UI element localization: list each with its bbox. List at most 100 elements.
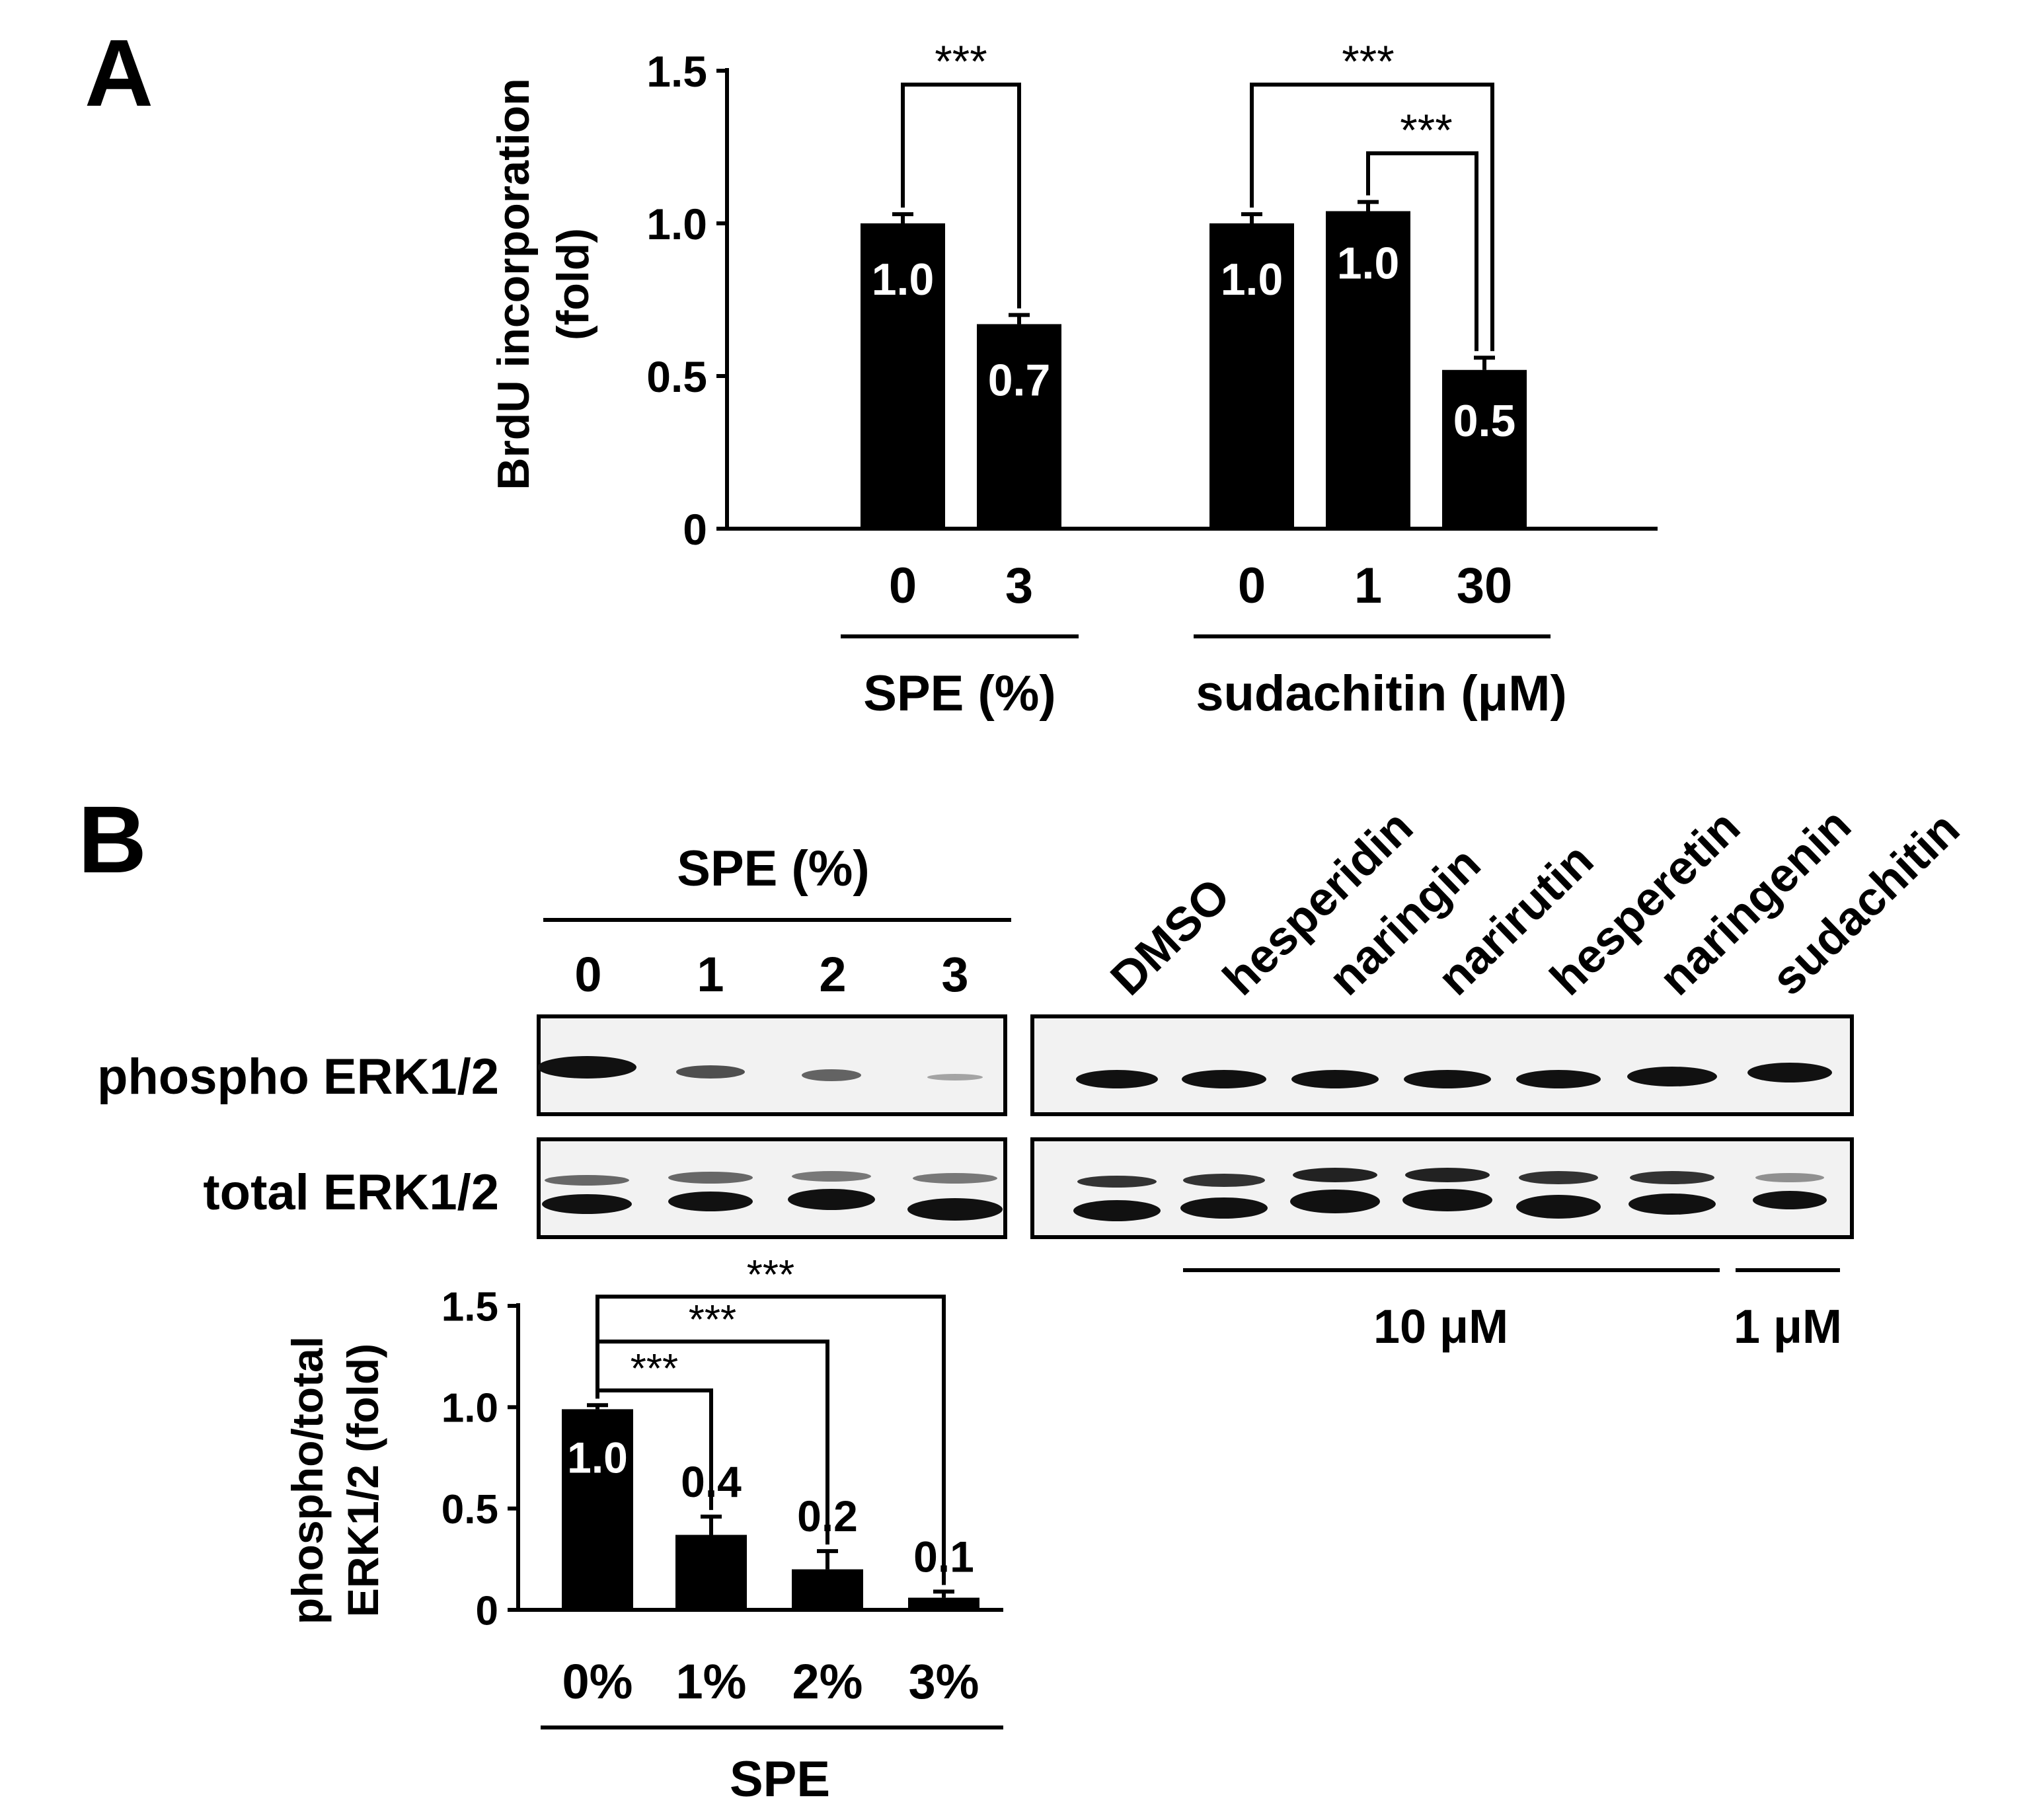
significance-bracket: [1366, 151, 1478, 352]
blot-band: [1627, 1067, 1717, 1086]
blot-band: [1630, 1171, 1714, 1184]
x-tick-label: 0: [889, 558, 917, 614]
blot-band: [907, 1198, 1003, 1221]
x-tick-label: 0%: [562, 1654, 633, 1709]
blot-band: [1290, 1190, 1380, 1213]
blot-band: [1180, 1197, 1268, 1219]
chart-b: 00.51.01.51.00%0.41%0.22%0.13%*********: [441, 1252, 1003, 1709]
significance-label: ***: [1342, 36, 1394, 87]
bar: [861, 223, 945, 529]
chart-a-ylabel-line1: BrdU incorporation: [488, 78, 539, 490]
significance-label: ***: [689, 1297, 736, 1343]
blot-band: [1402, 1189, 1492, 1211]
y-tick-label: 1.5: [646, 47, 707, 96]
data-label: 0.7: [988, 355, 1051, 405]
y-tick-label: 0: [476, 1588, 498, 1634]
data-label: 1.0: [567, 1433, 628, 1482]
blot-row-label-total: total ERK1/2: [203, 1164, 499, 1221]
y-tick-label: 0: [683, 505, 707, 554]
chart-b-ylabel-line2: ERK1/2 (fold): [338, 1344, 387, 1617]
y-tick-label: 1.5: [441, 1284, 498, 1330]
blot-band: [537, 1056, 636, 1079]
compound-label: DMSO: [1101, 868, 1241, 1006]
chart-a-ylabel-line2: (fold): [548, 228, 598, 340]
bar: [1326, 211, 1410, 529]
y-tick-label: 1.0: [441, 1386, 498, 1431]
blot-band: [1073, 1200, 1161, 1221]
blot-band: [668, 1192, 753, 1211]
x-tick-label: 0: [1238, 558, 1266, 614]
blot-header-spe: SPE (%): [677, 841, 869, 897]
x-tick-label: 1: [1354, 558, 1382, 614]
bar: [977, 324, 1061, 529]
blot-band: [1293, 1168, 1377, 1182]
blot-box-total-left: [537, 1137, 1007, 1239]
data-label: 0.5: [1453, 396, 1516, 446]
bar: [1442, 369, 1527, 529]
significance-label: ***: [747, 1252, 794, 1298]
significance-bracket: [1250, 83, 1494, 352]
significance-label: ***: [1400, 105, 1452, 155]
significance-bracket: [901, 83, 1021, 309]
x-tick-label: 3: [1005, 558, 1033, 614]
chart-a: 00.51.01.51.000.731.001.010.530*** ******: [646, 36, 1658, 614]
blot-band: [1404, 1070, 1491, 1088]
blot-box-total-right: [1030, 1137, 1854, 1239]
y-tick-label: 1.0: [646, 200, 707, 248]
blot-band: [1183, 1174, 1265, 1187]
conc-label-10um: 10 μM: [1373, 1301, 1508, 1353]
conc-label-1um: 1 μM: [1734, 1301, 1842, 1353]
bar: [792, 1569, 863, 1610]
x-tick-label: 30: [1457, 558, 1513, 614]
blot-box-phospho-right: [1030, 1014, 1854, 1116]
blot-row-label-phospho: phospho ERK1/2: [97, 1049, 499, 1105]
blot-band: [788, 1189, 875, 1210]
panel-b-letter: B: [78, 786, 147, 893]
significance-label: ***: [935, 36, 987, 87]
data-label: 1.0: [872, 254, 935, 305]
blot-lane-label: 3: [941, 947, 968, 1002]
y-tick-label: 0.5: [441, 1487, 498, 1533]
blot-band: [1747, 1063, 1832, 1082]
x-tick-label: 3%: [909, 1654, 979, 1709]
blot-band: [1629, 1194, 1716, 1215]
bar: [908, 1597, 979, 1610]
blot-band: [1077, 1176, 1157, 1188]
y-tick-label: 0.5: [646, 352, 707, 401]
blot-band: [802, 1069, 861, 1081]
blot-band: [1076, 1070, 1158, 1088]
data-label: 1.0: [1221, 254, 1284, 305]
blot-lane-label: 2: [819, 947, 846, 1002]
blot-band: [1182, 1070, 1266, 1088]
x-tick-label: 1%: [676, 1654, 747, 1709]
blot-band: [1405, 1168, 1490, 1182]
blot-band: [676, 1065, 745, 1079]
blot-band: [1516, 1070, 1601, 1088]
chart-a-group2-label: sudachitin (μM): [1196, 665, 1567, 722]
blot-band: [545, 1175, 629, 1186]
significance-bracket: [595, 1295, 946, 1585]
chart-b-xlabel: SPE: [730, 1751, 830, 1807]
blot-band: [1753, 1191, 1827, 1209]
bar: [1209, 223, 1294, 529]
panel-a-letter: A: [85, 20, 153, 126]
blot-band: [913, 1173, 997, 1184]
bar: [562, 1409, 633, 1610]
significance-label: ***: [631, 1346, 678, 1392]
blot-band: [1755, 1173, 1824, 1182]
data-label: 1.0: [1337, 239, 1400, 289]
blot-band: [927, 1074, 983, 1081]
blot-band: [792, 1171, 871, 1182]
blot-band: [1516, 1195, 1601, 1219]
chart-b-ylabel-line1: phospho/total: [283, 1336, 332, 1624]
bar: [675, 1535, 747, 1610]
blot-band: [542, 1194, 632, 1214]
blot-lane-label: 1: [697, 947, 724, 1002]
blot-lane-label: 0: [574, 947, 601, 1002]
x-tick-label: 2%: [792, 1654, 863, 1709]
blot-band: [1291, 1070, 1379, 1088]
blot-band: [1519, 1171, 1598, 1184]
chart-a-group1-label: SPE (%): [863, 665, 1055, 722]
blot-band: [668, 1172, 753, 1184]
